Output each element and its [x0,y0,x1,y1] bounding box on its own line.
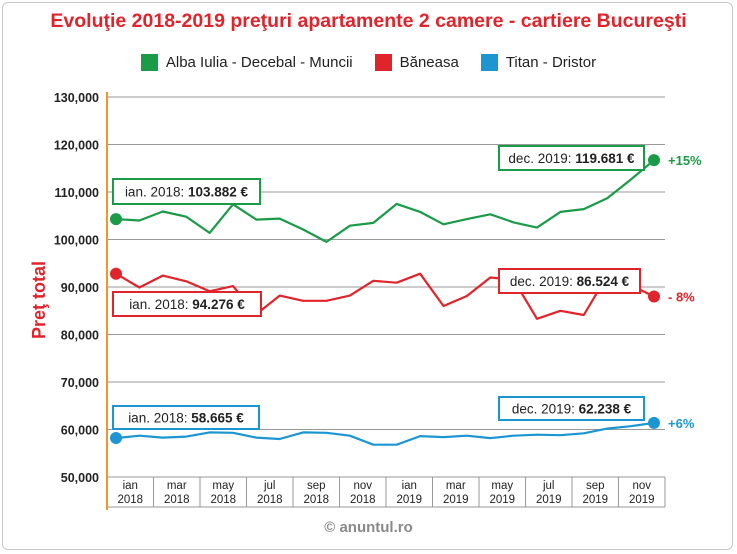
callout-label: dec. 2019: 62.238 € [512,402,632,417]
legend-swatch [140,54,158,71]
legend-swatch [374,54,392,71]
y-tick-label: 130,000 [54,91,99,105]
callout-value: 62.238 € [579,402,632,417]
x-tick-label-year: 2018 [117,494,143,506]
series-line [115,421,655,446]
x-tick-label-month: jul [542,480,555,492]
series-end-point [648,154,660,167]
legend: Alba Iulia - Decebal - Muncii Băneasa Ti… [0,54,737,71]
series-change-label: +6% [668,416,695,431]
callout-box [498,268,641,294]
y-tick-label: 110,000 [55,186,100,200]
callout-date: dec. 2019: [508,151,575,166]
callout-date: ian. 2018: [128,411,191,426]
y-tick-label: 80,000 [61,329,99,343]
x-tick-label-year: 2018 [350,494,376,506]
callout-box [112,405,260,430]
callout-date: dec. 2019: [510,274,577,289]
series-change-label: +15% [668,153,702,168]
legend-label: Băneasa [399,54,459,71]
y-tick-label: 120,000 [54,139,99,153]
x-tick-label-year: 2018 [164,494,190,506]
series-line [115,159,655,243]
x-tick-label-month: may [491,480,513,492]
callout-label: dec. 2019: 86.524 € [510,274,630,289]
callout-label: ian. 2018: 58.665 € [128,411,244,426]
series-start-point [110,267,122,280]
callout-box [498,145,645,171]
y-tick-label: 100,000 [54,234,99,248]
x-tick-label-year: 2019 [629,494,655,506]
copyright-watermark: © anuntul.ro [324,519,413,536]
x-tick-label-month: nov [353,480,372,492]
x-tick-label-year: 2018 [210,494,236,506]
y-tick-label: 60,000 [61,424,99,438]
x-tick-label-month: nov [632,480,651,492]
callout-date: ian. 2018: [129,297,192,312]
x-tick-label-month: mar [446,480,466,492]
legend-swatch [480,54,498,71]
series-line [115,272,655,320]
legend-label: Titan - Dristor [505,54,597,71]
callout-box [112,291,262,317]
x-tick-label-month: sep [307,480,326,492]
y-tick-label: 70,000 [61,376,99,390]
callout-value: 119.681 € [575,151,635,166]
legend-label: Alba Iulia - Decebal - Muncii [165,54,353,71]
x-tick-label-month: ian [123,480,138,492]
callout-label: dec. 2019: 119.681 € [508,151,635,166]
callout-label: ian. 2018: 103.882 € [125,185,249,200]
callout-value: 58.665 € [191,411,244,426]
y-tick-label: 90,000 [61,281,99,295]
x-tick-label-month: may [212,480,234,492]
x-tick-label-month: ian [402,480,417,492]
callout-box [112,178,261,205]
series-end-point [648,290,660,303]
legend-item-titan: Titan - Dristor [480,54,597,71]
x-tick-label-year: 2019 [536,494,562,506]
x-tick-label-year: 2019 [443,494,469,506]
x-tick-label-month: jul [263,480,276,492]
x-tick-label-year: 2018 [257,494,283,506]
series-change-label: - 8% [668,290,695,305]
callout-box [498,396,645,421]
x-tick-label-month: sep [586,480,605,492]
y-axis-label: Preţ total [29,261,49,339]
callout-value: 86.524 € [577,274,630,289]
legend-item-alba-iulia: Alba Iulia - Decebal - Muncii [140,54,353,71]
series-end-point [648,416,660,429]
callout-date: ian. 2018: [125,185,188,200]
x-tick-label-year: 2019 [396,494,422,506]
series-start-point [110,432,122,445]
series-start-point [110,213,122,226]
chart-title: Evoluţie 2018-2019 preţuri apartamente 2… [50,10,687,32]
x-tick-label-year: 2018 [303,494,329,506]
x-tick-label-year: 2019 [582,494,608,506]
x-tick-label-month: mar [167,480,187,492]
callout-value: 94.276 € [192,297,245,312]
callout-date: dec. 2019: [512,402,579,417]
y-tick-label: 50,000 [61,471,99,485]
callout-value: 103.882 € [188,185,249,200]
callout-label: ian. 2018: 94.276 € [129,297,245,312]
legend-item-baneasa: Băneasa [374,54,459,71]
x-tick-label-year: 2019 [489,494,515,506]
